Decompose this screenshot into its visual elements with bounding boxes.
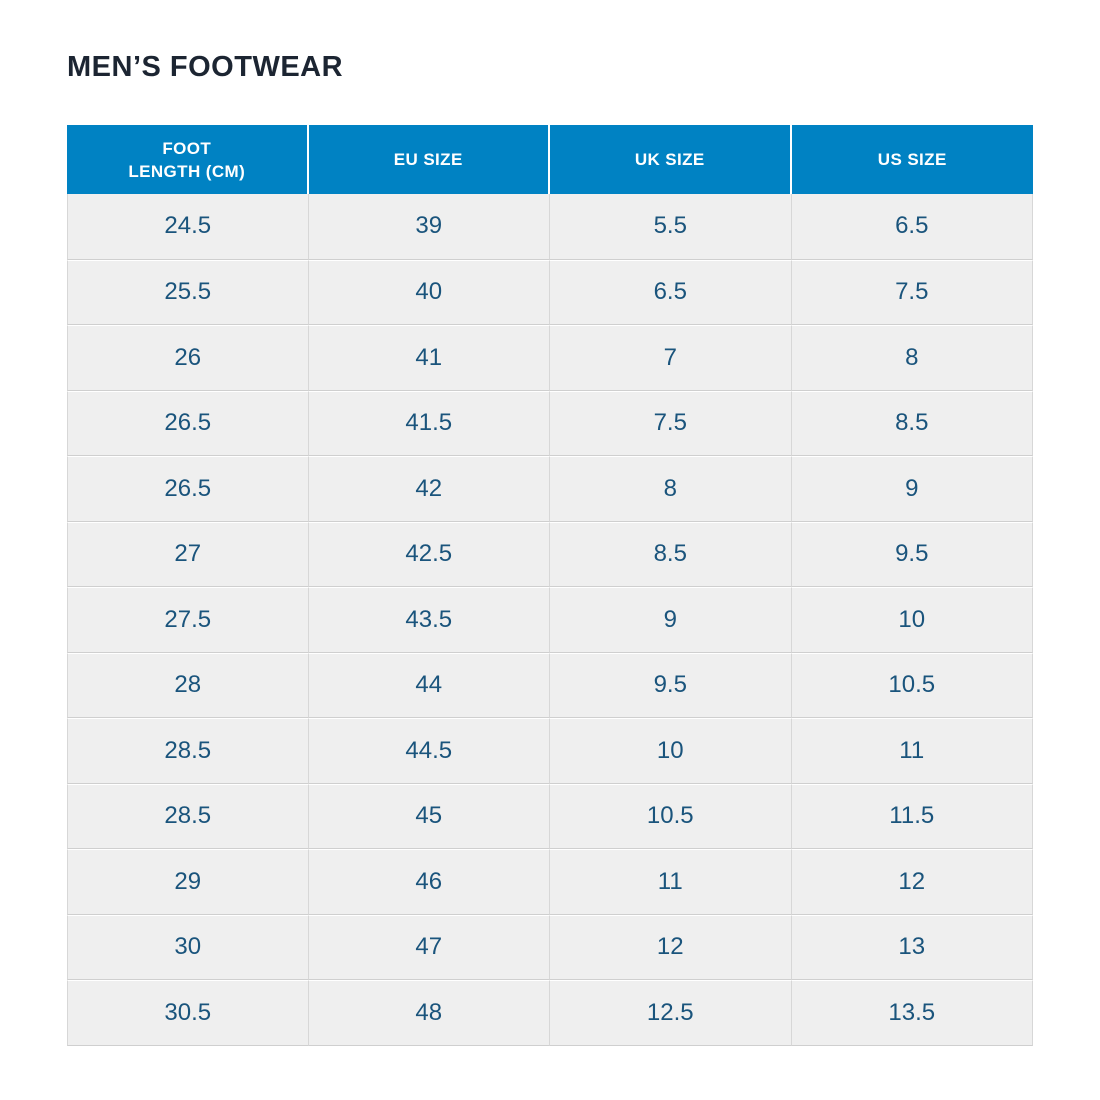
table-cell: 41.5: [308, 390, 550, 456]
size-conversion-table: FOOT LENGTH (CM) EU SIZE UK SIZE US SIZE 24…: [67, 125, 1033, 1046]
table-cell: 29: [67, 849, 309, 915]
table-cell: 28.5: [67, 718, 309, 784]
table-cell: 12.5: [550, 980, 792, 1046]
table-cell: 26.5: [67, 456, 309, 522]
column-header: EU SIZE: [308, 125, 550, 194]
table-row: 25.5 40 6.5 7.5: [67, 259, 1033, 325]
table-cell: 7.5: [550, 390, 792, 456]
size-guide-section: MEN’S FOOTWEAR FOOT LENGTH (CM) EU SIZE UK…: [67, 0, 1033, 1046]
table-cell: 43.5: [308, 587, 550, 653]
table-cell: 25.5: [67, 259, 309, 325]
table-cell: 7: [550, 325, 792, 391]
table-cell: 9.5: [791, 521, 1033, 587]
table-cell: 6.5: [791, 194, 1033, 260]
table-cell: 9.5: [550, 652, 792, 718]
table-cell: 28: [67, 652, 309, 718]
table-cell: 44.5: [308, 718, 550, 784]
table-cell: 45: [308, 783, 550, 849]
table-cell: 9: [550, 587, 792, 653]
table-row: 26.5 41.5 7.5 8.5: [67, 390, 1033, 456]
table-cell: 39: [308, 194, 550, 260]
table-cell: 10: [791, 587, 1033, 653]
table-cell: 24.5: [67, 194, 309, 260]
table-row: 24.5 39 5.5 6.5: [67, 194, 1033, 260]
table-row: 28.5 44.5 10 11: [67, 718, 1033, 784]
table-row: 26 41 7 8: [67, 325, 1033, 391]
table-cell: 10.5: [550, 783, 792, 849]
table-header: FOOT LENGTH (CM) EU SIZE UK SIZE US SIZE: [67, 125, 1033, 194]
table-cell: 26: [67, 325, 309, 391]
table-cell: 26.5: [67, 390, 309, 456]
table-cell: 42: [308, 456, 550, 522]
column-header: US SIZE: [791, 125, 1033, 194]
table-row: 30.5 48 12.5 13.5: [67, 980, 1033, 1046]
page-title: MEN’S FOOTWEAR: [67, 51, 344, 83]
table-cell: 8.5: [791, 390, 1033, 456]
table-cell: 12: [550, 914, 792, 980]
table-cell: 27: [67, 521, 309, 587]
table-row: 27 42.5 8.5 9.5: [67, 521, 1033, 587]
table-cell: 13.5: [791, 980, 1033, 1046]
table-body: 24.5 39 5.5 6.5 25.5 40 6.5 7.5 26 41 7 8 26.5 41.5 7.…: [67, 194, 1033, 1046]
table-header-row: FOOT LENGTH (CM) EU SIZE UK SIZE US SIZE: [67, 125, 1033, 194]
table-cell: 40: [308, 259, 550, 325]
table-cell: 5.5: [550, 194, 792, 260]
table-cell: 30: [67, 914, 309, 980]
table-cell: 13: [791, 914, 1033, 980]
table-cell: 6.5: [550, 259, 792, 325]
table-row: 30 47 12 13: [67, 914, 1033, 980]
table-row: 26.5 42 8 9: [67, 456, 1033, 522]
table-cell: 41: [308, 325, 550, 391]
table-cell: 28.5: [67, 783, 309, 849]
table-row: 29 46 11 12: [67, 849, 1033, 915]
table-cell: 11: [791, 718, 1033, 784]
table-cell: 10.5: [791, 652, 1033, 718]
table-cell: 7.5: [791, 259, 1033, 325]
table-row: 28 44 9.5 10.5: [67, 652, 1033, 718]
table-cell: 30.5: [67, 980, 309, 1046]
table-cell: 8: [791, 325, 1033, 391]
table-cell: 11.5: [791, 783, 1033, 849]
table-row: 27.5 43.5 9 10: [67, 587, 1033, 653]
column-header: FOOT LENGTH (CM): [67, 125, 309, 194]
table-cell: 42.5: [308, 521, 550, 587]
column-header: UK SIZE: [550, 125, 792, 194]
table-cell: 27.5: [67, 587, 309, 653]
table-cell: 46: [308, 849, 550, 915]
table-cell: 47: [308, 914, 550, 980]
table-cell: 8: [550, 456, 792, 522]
table-cell: 44: [308, 652, 550, 718]
table-cell: 8.5: [550, 521, 792, 587]
table-cell: 10: [550, 718, 792, 784]
table-cell: 48: [308, 980, 550, 1046]
table-cell: 12: [791, 849, 1033, 915]
table-row: 28.5 45 10.5 11.5: [67, 783, 1033, 849]
table-cell: 9: [791, 456, 1033, 522]
table-cell: 11: [550, 849, 792, 915]
